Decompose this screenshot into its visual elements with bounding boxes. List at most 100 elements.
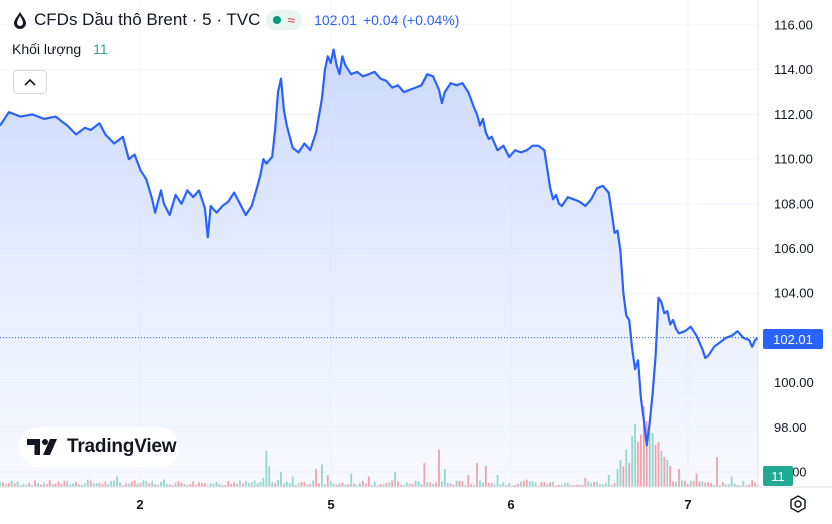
volume-bar xyxy=(262,478,265,487)
volume-bar xyxy=(578,484,581,487)
volume-bar xyxy=(373,481,376,487)
volume-bar xyxy=(414,480,417,487)
volume-bar xyxy=(508,482,511,487)
volume-bar xyxy=(686,483,689,487)
volume-bar xyxy=(183,484,186,487)
price-series-line xyxy=(0,48,759,447)
volume-bar xyxy=(520,481,522,487)
volume-bar xyxy=(689,480,692,487)
volume-bar xyxy=(57,481,60,487)
volume-bar xyxy=(189,484,192,487)
volume-bar xyxy=(37,483,39,487)
volume-bar xyxy=(42,482,45,487)
volume-bar xyxy=(601,484,604,487)
volume-bar xyxy=(742,480,745,487)
volume-bar xyxy=(651,433,654,487)
symbol-title[interactable]: CFDs Dầu thô Brent · 5 · TVC xyxy=(34,10,261,29)
volume-bar xyxy=(449,483,452,487)
volume-bar xyxy=(81,485,83,487)
volume-bar xyxy=(575,484,578,487)
volume-bar xyxy=(666,460,669,487)
volume-bar xyxy=(268,466,271,487)
volume-bar xyxy=(60,483,63,487)
volume-bar xyxy=(522,480,525,487)
volume-bar xyxy=(297,483,300,487)
volume-bar xyxy=(280,472,282,487)
volume-bar xyxy=(350,473,353,487)
volume-bar xyxy=(145,480,148,487)
price-area-fill xyxy=(0,49,758,487)
volume-bar xyxy=(675,481,677,487)
volume-bar xyxy=(490,482,493,487)
price-area xyxy=(0,49,758,487)
volume-bar xyxy=(22,484,25,487)
volume-bar xyxy=(552,481,555,487)
volume-bar xyxy=(218,484,221,487)
volume-bar xyxy=(402,484,405,487)
volume-bar xyxy=(4,484,7,487)
volume-bar xyxy=(95,483,98,487)
volume-bar xyxy=(192,481,195,487)
volume-bar xyxy=(370,485,373,487)
settings-icon[interactable] xyxy=(788,494,808,514)
volume-legend[interactable]: Khối lượng 11 xyxy=(12,41,108,57)
volume-bar xyxy=(274,483,277,487)
volume-bar xyxy=(400,485,402,487)
volume-bar xyxy=(174,482,177,487)
volume-bar xyxy=(376,485,379,487)
volume-bar xyxy=(561,485,563,487)
volume-bar xyxy=(69,484,72,487)
volume-bar xyxy=(16,481,19,487)
volume-bar xyxy=(250,481,253,487)
volume-bar xyxy=(642,406,645,487)
volume-bar xyxy=(566,482,569,487)
volume-bar xyxy=(195,484,197,487)
volume-bar xyxy=(107,484,110,487)
volume-bar xyxy=(180,482,183,487)
volume-bar xyxy=(713,485,716,487)
volume-bar xyxy=(698,481,701,487)
volume-bar xyxy=(130,481,133,487)
volume-bar xyxy=(318,483,320,487)
volume-bar xyxy=(654,445,657,487)
volume-bar xyxy=(206,485,209,487)
y-tick-label: 110.00 xyxy=(774,152,813,167)
volume-bar xyxy=(353,483,356,487)
y-tick-label: 100.00 xyxy=(774,375,814,390)
volume-bar xyxy=(391,480,394,487)
market-status-pill[interactable]: ≈ xyxy=(266,10,303,30)
volume-bar xyxy=(631,436,634,487)
volume-bar xyxy=(329,480,332,487)
volume-bar xyxy=(543,482,546,487)
volume-bar xyxy=(133,480,136,487)
volume-bar xyxy=(622,466,625,487)
volume-bar xyxy=(303,481,306,487)
volume-bar xyxy=(142,480,145,487)
volume-bar xyxy=(511,485,514,487)
volume-bar xyxy=(625,449,628,487)
volume-bar xyxy=(89,480,92,487)
volume-bar xyxy=(721,482,724,487)
volume-bar xyxy=(116,476,118,487)
volume-bar xyxy=(209,483,212,487)
oil-drop-icon xyxy=(14,12,26,29)
volume-bar xyxy=(323,484,326,487)
volume-bar xyxy=(663,457,666,487)
volume-bar xyxy=(458,480,461,487)
volume-bar xyxy=(338,483,341,487)
volume-bar xyxy=(356,485,358,487)
volume-bar xyxy=(470,484,473,487)
volume-bar xyxy=(388,482,391,487)
volume-bar xyxy=(364,483,367,487)
volume-bar xyxy=(719,485,721,487)
volume-bar xyxy=(385,482,388,487)
y-tick-label: 116.00 xyxy=(774,18,813,33)
y-axis-ticks: 116.00 114.00 112.00 110.00 108.00 106.00 104.… xyxy=(774,18,814,480)
x-tick-label: 6 xyxy=(507,497,514,512)
volume-bar xyxy=(177,481,180,487)
collapse-legend-button[interactable] xyxy=(13,70,47,94)
volume-bar xyxy=(467,475,470,487)
volume-bar xyxy=(236,483,238,487)
tradingview-logo[interactable]: TradingView xyxy=(19,427,179,467)
volume-bar xyxy=(411,483,414,487)
